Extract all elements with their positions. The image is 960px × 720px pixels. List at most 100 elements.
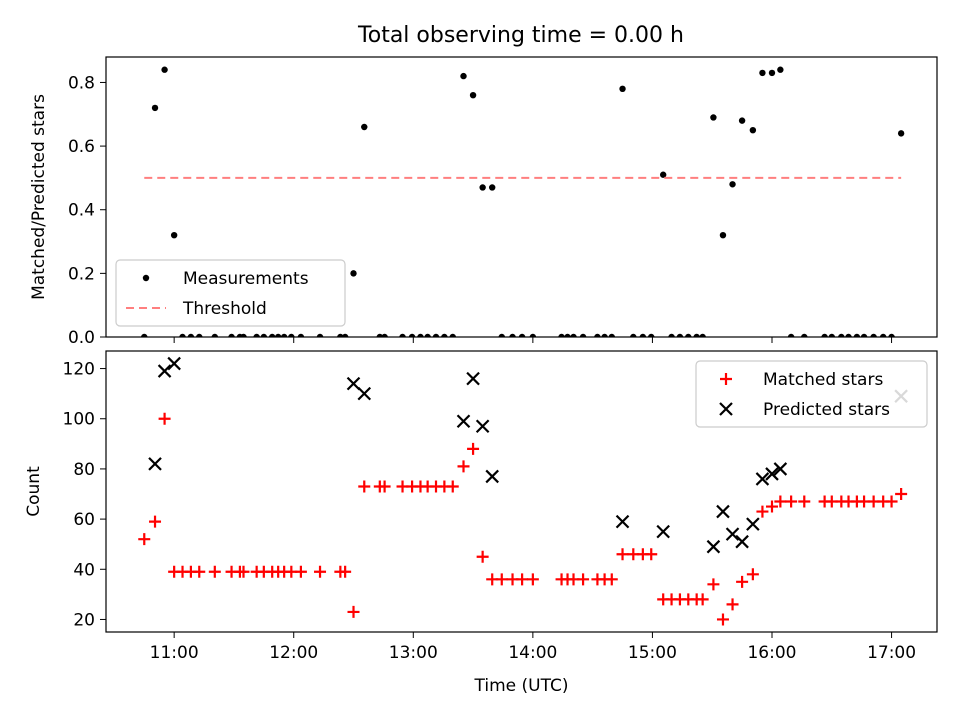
measurement-point xyxy=(648,333,655,337)
matched-star-point xyxy=(736,575,749,588)
matched-star-point xyxy=(378,480,391,493)
predicted-star-point xyxy=(765,467,779,481)
matched-star-point xyxy=(516,573,529,586)
predicted-star-point xyxy=(746,517,760,531)
measurement-point xyxy=(498,333,505,337)
measurement-point xyxy=(240,333,247,337)
measurement-point xyxy=(441,333,448,337)
matched-star-point xyxy=(774,495,787,508)
y-tick-label: 80 xyxy=(73,460,95,480)
measurement-point xyxy=(489,184,496,191)
measurement-point xyxy=(381,333,388,337)
measurement-point xyxy=(316,333,324,337)
measurement-point xyxy=(361,123,368,131)
data-marks xyxy=(138,356,908,626)
measurement-point xyxy=(710,114,717,121)
measurement-point xyxy=(699,333,706,337)
measurement-point xyxy=(828,333,835,337)
measurement-point xyxy=(529,333,537,337)
legend-label: Predicted stars xyxy=(763,400,890,420)
bottom-panel-star-counts: 20 40 60 80 100 120 11:00 12:00 13:00 14:00 15:00 1… xyxy=(24,350,938,696)
measurement-point xyxy=(601,333,608,337)
measurement-point xyxy=(297,333,305,337)
measurement-point xyxy=(729,181,736,188)
measurement-point xyxy=(768,69,776,77)
measurement-point xyxy=(151,104,159,112)
predicted-star-point xyxy=(346,376,361,391)
matched-star-point xyxy=(149,515,162,528)
matched-star-point xyxy=(577,573,590,586)
legend-predicted-swatch xyxy=(719,402,733,416)
x-axis-label: Time (UTC) xyxy=(474,676,569,696)
measurement-point xyxy=(801,333,808,337)
legend: Measurements Threshold xyxy=(115,259,346,327)
y-tick-label: 0.2 xyxy=(68,264,95,284)
measurement-point xyxy=(787,333,795,337)
measurement-point xyxy=(870,333,877,337)
measurement-point xyxy=(821,333,828,337)
matched-star-point xyxy=(237,565,250,578)
legend-label: Matched stars xyxy=(763,370,883,390)
matched-star-point xyxy=(716,613,729,626)
matched-star-point xyxy=(605,573,618,586)
measurement-point xyxy=(897,130,905,137)
matched-star-point xyxy=(358,480,371,493)
measurement-point xyxy=(608,333,615,337)
predicted-star-point xyxy=(706,539,721,554)
matched-star-point xyxy=(785,495,798,508)
matched-star-point xyxy=(495,573,508,586)
matched-star-point xyxy=(707,578,720,591)
measurement-point xyxy=(888,333,895,337)
measurement-point xyxy=(777,66,784,73)
measurement-point xyxy=(399,333,406,337)
matched-star-point xyxy=(645,548,658,561)
measurement-point xyxy=(564,333,571,337)
matched-star-point xyxy=(138,533,151,546)
axes-frame xyxy=(105,56,938,338)
legend-measurement-swatch xyxy=(142,274,150,282)
measurement-point xyxy=(417,333,424,337)
matched-star-point xyxy=(457,460,470,473)
predicted-star-point xyxy=(167,356,181,371)
measurement-point xyxy=(879,333,887,337)
y-tick-label: 0.4 xyxy=(68,201,95,221)
measurement-point xyxy=(676,333,684,337)
legend: Matched stars Predicted stars xyxy=(695,360,928,428)
x-tick-label: 14:00 xyxy=(508,643,557,663)
matched-star-point xyxy=(294,565,307,578)
predicted-star-point xyxy=(735,534,749,549)
matched-star-point xyxy=(756,505,769,518)
legend-label: Measurements xyxy=(183,269,309,289)
matched-star-point xyxy=(885,495,898,508)
matched-star-point xyxy=(467,442,480,455)
matched-star-point xyxy=(616,548,629,561)
predicted-star-point xyxy=(357,386,372,401)
measurement-point xyxy=(860,333,868,337)
y-axis-label: Count xyxy=(24,466,44,517)
y-tick-label: 20 xyxy=(73,610,95,630)
measurement-point xyxy=(269,333,276,337)
matched-star-point xyxy=(193,565,206,578)
matched-star-point xyxy=(476,550,489,563)
measurement-point xyxy=(253,333,260,337)
matched-star-point xyxy=(765,500,778,513)
measurement-point xyxy=(161,66,168,73)
measurement-point xyxy=(749,126,757,134)
measurement-point xyxy=(460,72,467,80)
measurement-point xyxy=(479,184,486,191)
x-tick-label: 15:00 xyxy=(628,643,677,663)
measurement-point xyxy=(341,333,349,337)
matched-star-point xyxy=(798,495,811,508)
measurement-point xyxy=(579,333,587,337)
measurement-point xyxy=(141,333,148,337)
measurement-point xyxy=(659,171,667,178)
matched-star-point xyxy=(339,565,352,578)
figure-title: Total observing time = 0.00 h xyxy=(357,23,684,48)
legend-matched-swatch xyxy=(720,373,732,385)
measurement-point xyxy=(260,333,268,337)
measurement-point xyxy=(288,333,295,337)
measurement-point xyxy=(274,333,282,337)
measurement-point xyxy=(280,333,288,337)
measurement-point xyxy=(639,333,647,337)
